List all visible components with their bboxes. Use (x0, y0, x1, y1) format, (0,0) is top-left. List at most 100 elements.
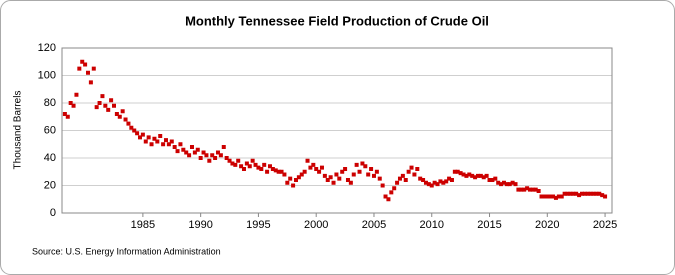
point (374, 169, 379, 174)
point (530, 187, 535, 192)
point (435, 182, 440, 187)
point (360, 161, 365, 166)
point (470, 173, 475, 178)
point (559, 194, 564, 199)
source-note: Source: U.S. Energy Information Administ… (32, 246, 221, 256)
point (195, 147, 200, 152)
marks (62, 59, 608, 202)
point (143, 139, 148, 144)
point (293, 178, 298, 182)
point (582, 191, 587, 196)
point (325, 178, 330, 182)
point (85, 70, 90, 75)
point (447, 176, 452, 181)
plot-border (61, 47, 613, 214)
point (533, 187, 538, 192)
point (351, 172, 356, 177)
point (395, 180, 400, 185)
point (600, 193, 605, 198)
point (322, 173, 327, 178)
x-tick-label: 2020 (535, 219, 559, 231)
point (129, 125, 134, 130)
point (158, 134, 163, 138)
point (597, 191, 602, 196)
x-tick-label: 2000 (304, 219, 328, 231)
point (288, 176, 293, 181)
point (319, 165, 324, 170)
point (478, 173, 483, 178)
x-tick-label: 2015 (477, 219, 501, 231)
point (218, 153, 223, 158)
point (603, 194, 608, 199)
y-tick-label: 80 (44, 97, 56, 109)
point (363, 164, 368, 169)
point (539, 194, 544, 199)
point (299, 172, 304, 177)
x-tick-label: 1990 (188, 219, 212, 231)
point (172, 145, 177, 149)
point (236, 158, 241, 163)
chart-title: Monthly Tennessee Field Production of Cr… (185, 13, 489, 28)
point (273, 168, 278, 173)
point (181, 147, 186, 152)
point (397, 176, 402, 181)
x-tick-label: 1995 (246, 219, 270, 231)
point (331, 180, 336, 185)
point (71, 103, 76, 108)
point (184, 150, 189, 155)
point (224, 156, 229, 160)
point (513, 182, 518, 187)
point (519, 187, 524, 192)
point (166, 142, 171, 147)
point (591, 191, 596, 196)
point (507, 182, 512, 187)
y-tick-label: 40 (44, 152, 56, 164)
point (571, 191, 576, 196)
point (490, 178, 495, 182)
point (516, 187, 521, 192)
point (276, 169, 281, 174)
y-tick-label: 0 (50, 207, 56, 219)
x-tick-label: 1985 (131, 219, 155, 231)
point (175, 149, 180, 154)
point (291, 183, 296, 188)
point (594, 191, 599, 196)
point (438, 179, 443, 184)
point (77, 66, 82, 71)
point (163, 138, 168, 143)
point (106, 107, 111, 112)
point (409, 165, 414, 170)
point (487, 178, 492, 182)
point (152, 136, 157, 141)
point (221, 145, 226, 149)
point (536, 189, 541, 193)
point (62, 112, 67, 116)
point (383, 194, 388, 199)
point (553, 195, 558, 200)
point (461, 172, 466, 177)
point (88, 80, 93, 85)
point (250, 158, 255, 163)
point (74, 92, 79, 97)
point (135, 131, 140, 136)
point (574, 191, 579, 196)
point (449, 178, 454, 182)
point (377, 176, 382, 181)
point (343, 167, 348, 171)
point (189, 145, 194, 149)
point (464, 173, 469, 178)
point (317, 169, 322, 174)
point (117, 114, 122, 119)
point (568, 191, 573, 196)
point (386, 197, 391, 202)
point (80, 59, 85, 64)
point (111, 103, 116, 108)
point (418, 176, 423, 181)
point (279, 169, 284, 174)
point (253, 162, 258, 167)
point (265, 169, 270, 174)
labels: 0 20 40 60 80 100 120 1985 1990 1995 2000 2005 2010 2… (38, 42, 618, 231)
y-tick-label: 120 (38, 42, 56, 54)
point (548, 194, 553, 199)
